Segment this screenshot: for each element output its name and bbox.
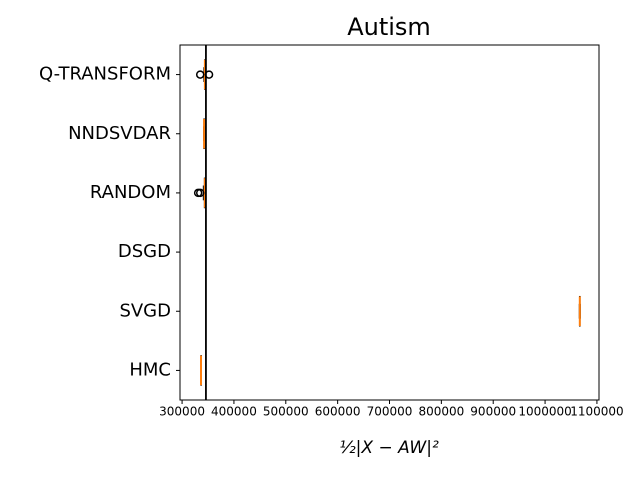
x-tick-label: 1100000	[570, 405, 623, 419]
y-tick-label: RANDOM	[90, 182, 171, 203]
x-tick-label: 800000	[418, 405, 464, 419]
x-tick-label: 400000	[211, 405, 257, 419]
x-tick-label: 300000	[159, 405, 205, 419]
x-tick-label: 900000	[470, 405, 516, 419]
x-tick-label: 700000	[367, 405, 413, 419]
x-tick-label: 500000	[263, 405, 309, 419]
outlier	[195, 188, 205, 198]
x-tick-label: 600000	[315, 405, 361, 419]
y-tick-label: NNDSVDAR	[68, 123, 171, 144]
outlier	[195, 70, 205, 79]
plot-frame	[179, 44, 600, 401]
x-tick-label: 1000000	[518, 405, 571, 419]
x-axis-label: ½|X − AW|²	[339, 438, 439, 458]
y-tick-label: DSGD	[118, 241, 171, 262]
y-tick-label: SVGD	[119, 300, 171, 321]
chart-title: Autism	[347, 13, 431, 41]
y-tick-label: Q-TRANSFORM	[39, 64, 171, 85]
y-tick-label: HMC	[129, 359, 171, 380]
